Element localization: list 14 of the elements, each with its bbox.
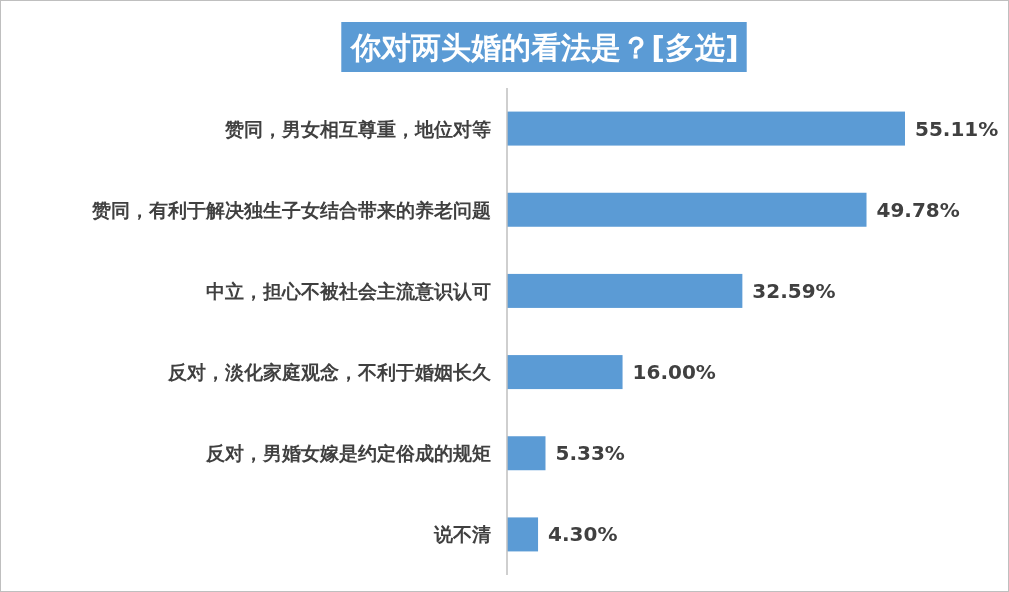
y-tick-label: 赞同，男女相互尊重，地位对等 <box>224 117 491 140</box>
y-tick-label: 说不清 <box>433 523 491 546</box>
data-label: 55.11% <box>915 116 999 141</box>
data-label: 4.30% <box>548 522 618 547</box>
data-label: 16.00% <box>632 360 716 385</box>
data-label: 32.59% <box>752 278 836 303</box>
data-label: 5.33% <box>555 441 625 466</box>
data-label: 49.78% <box>876 197 960 222</box>
y-tick-label: 反对，男婚女嫁是约定俗成的规矩 <box>205 442 491 465</box>
y-tick-label: 反对，淡化家庭观念，不利于婚姻长久 <box>167 361 492 384</box>
y-tick-label: 赞同，有利于解决独生子女结合带来的养老问题 <box>91 198 491 221</box>
chart-title: 你对两头婚的看法是？[多选] <box>349 29 739 65</box>
y-tick-label: 中立，担心不被社会主流意识认可 <box>206 279 491 302</box>
title: 你对两头婚的看法是？[多选] <box>341 22 747 72</box>
